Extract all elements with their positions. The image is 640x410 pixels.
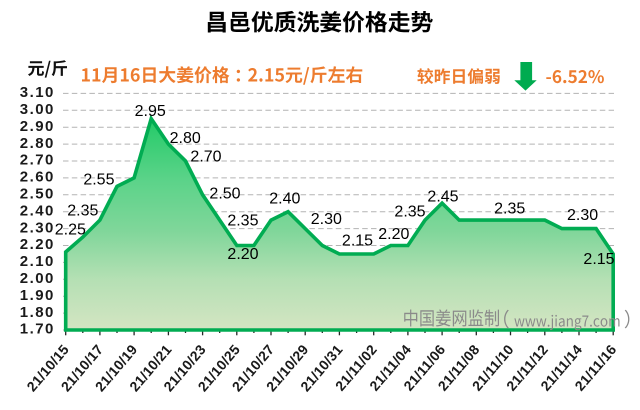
- svg-text:2.80: 2.80: [20, 135, 55, 152]
- svg-text:2.35: 2.35: [227, 212, 258, 229]
- svg-text:2.90: 2.90: [20, 118, 55, 135]
- svg-text:2.15: 2.15: [342, 232, 373, 249]
- svg-text:2.30: 2.30: [567, 207, 598, 224]
- svg-text:2.20: 2.20: [378, 226, 409, 243]
- svg-text:1.90: 1.90: [20, 287, 55, 304]
- svg-text:3.10: 3.10: [20, 84, 55, 101]
- svg-text:2.70: 2.70: [190, 149, 221, 166]
- svg-text:2.35: 2.35: [494, 200, 525, 217]
- svg-text:2.20: 2.20: [20, 236, 55, 253]
- svg-text:2.20: 2.20: [227, 246, 258, 263]
- svg-text:2.30: 2.30: [311, 211, 342, 228]
- svg-text:1.70: 1.70: [20, 321, 55, 338]
- svg-text:2.60: 2.60: [20, 169, 55, 186]
- svg-text:2.30: 2.30: [20, 219, 55, 236]
- svg-text:2.40: 2.40: [20, 202, 55, 219]
- svg-text:2.00: 2.00: [20, 270, 55, 287]
- svg-text:2.35: 2.35: [394, 204, 425, 221]
- svg-text:2.70: 2.70: [20, 152, 55, 169]
- svg-text:2.80: 2.80: [170, 130, 201, 147]
- svg-text:2.15: 2.15: [583, 251, 614, 268]
- svg-text:2.50: 2.50: [209, 186, 240, 203]
- svg-text:2.55: 2.55: [83, 172, 114, 189]
- svg-text:2.25: 2.25: [55, 222, 86, 239]
- svg-text:2.45: 2.45: [427, 188, 458, 205]
- svg-text:2.40: 2.40: [269, 191, 300, 208]
- svg-text:2.50: 2.50: [20, 186, 55, 203]
- svg-text:2.35: 2.35: [67, 203, 98, 220]
- svg-text:3.00: 3.00: [20, 101, 55, 118]
- svg-text:2.95: 2.95: [135, 103, 166, 120]
- svg-text:2.10: 2.10: [20, 253, 55, 270]
- svg-text:1.80: 1.80: [20, 304, 55, 321]
